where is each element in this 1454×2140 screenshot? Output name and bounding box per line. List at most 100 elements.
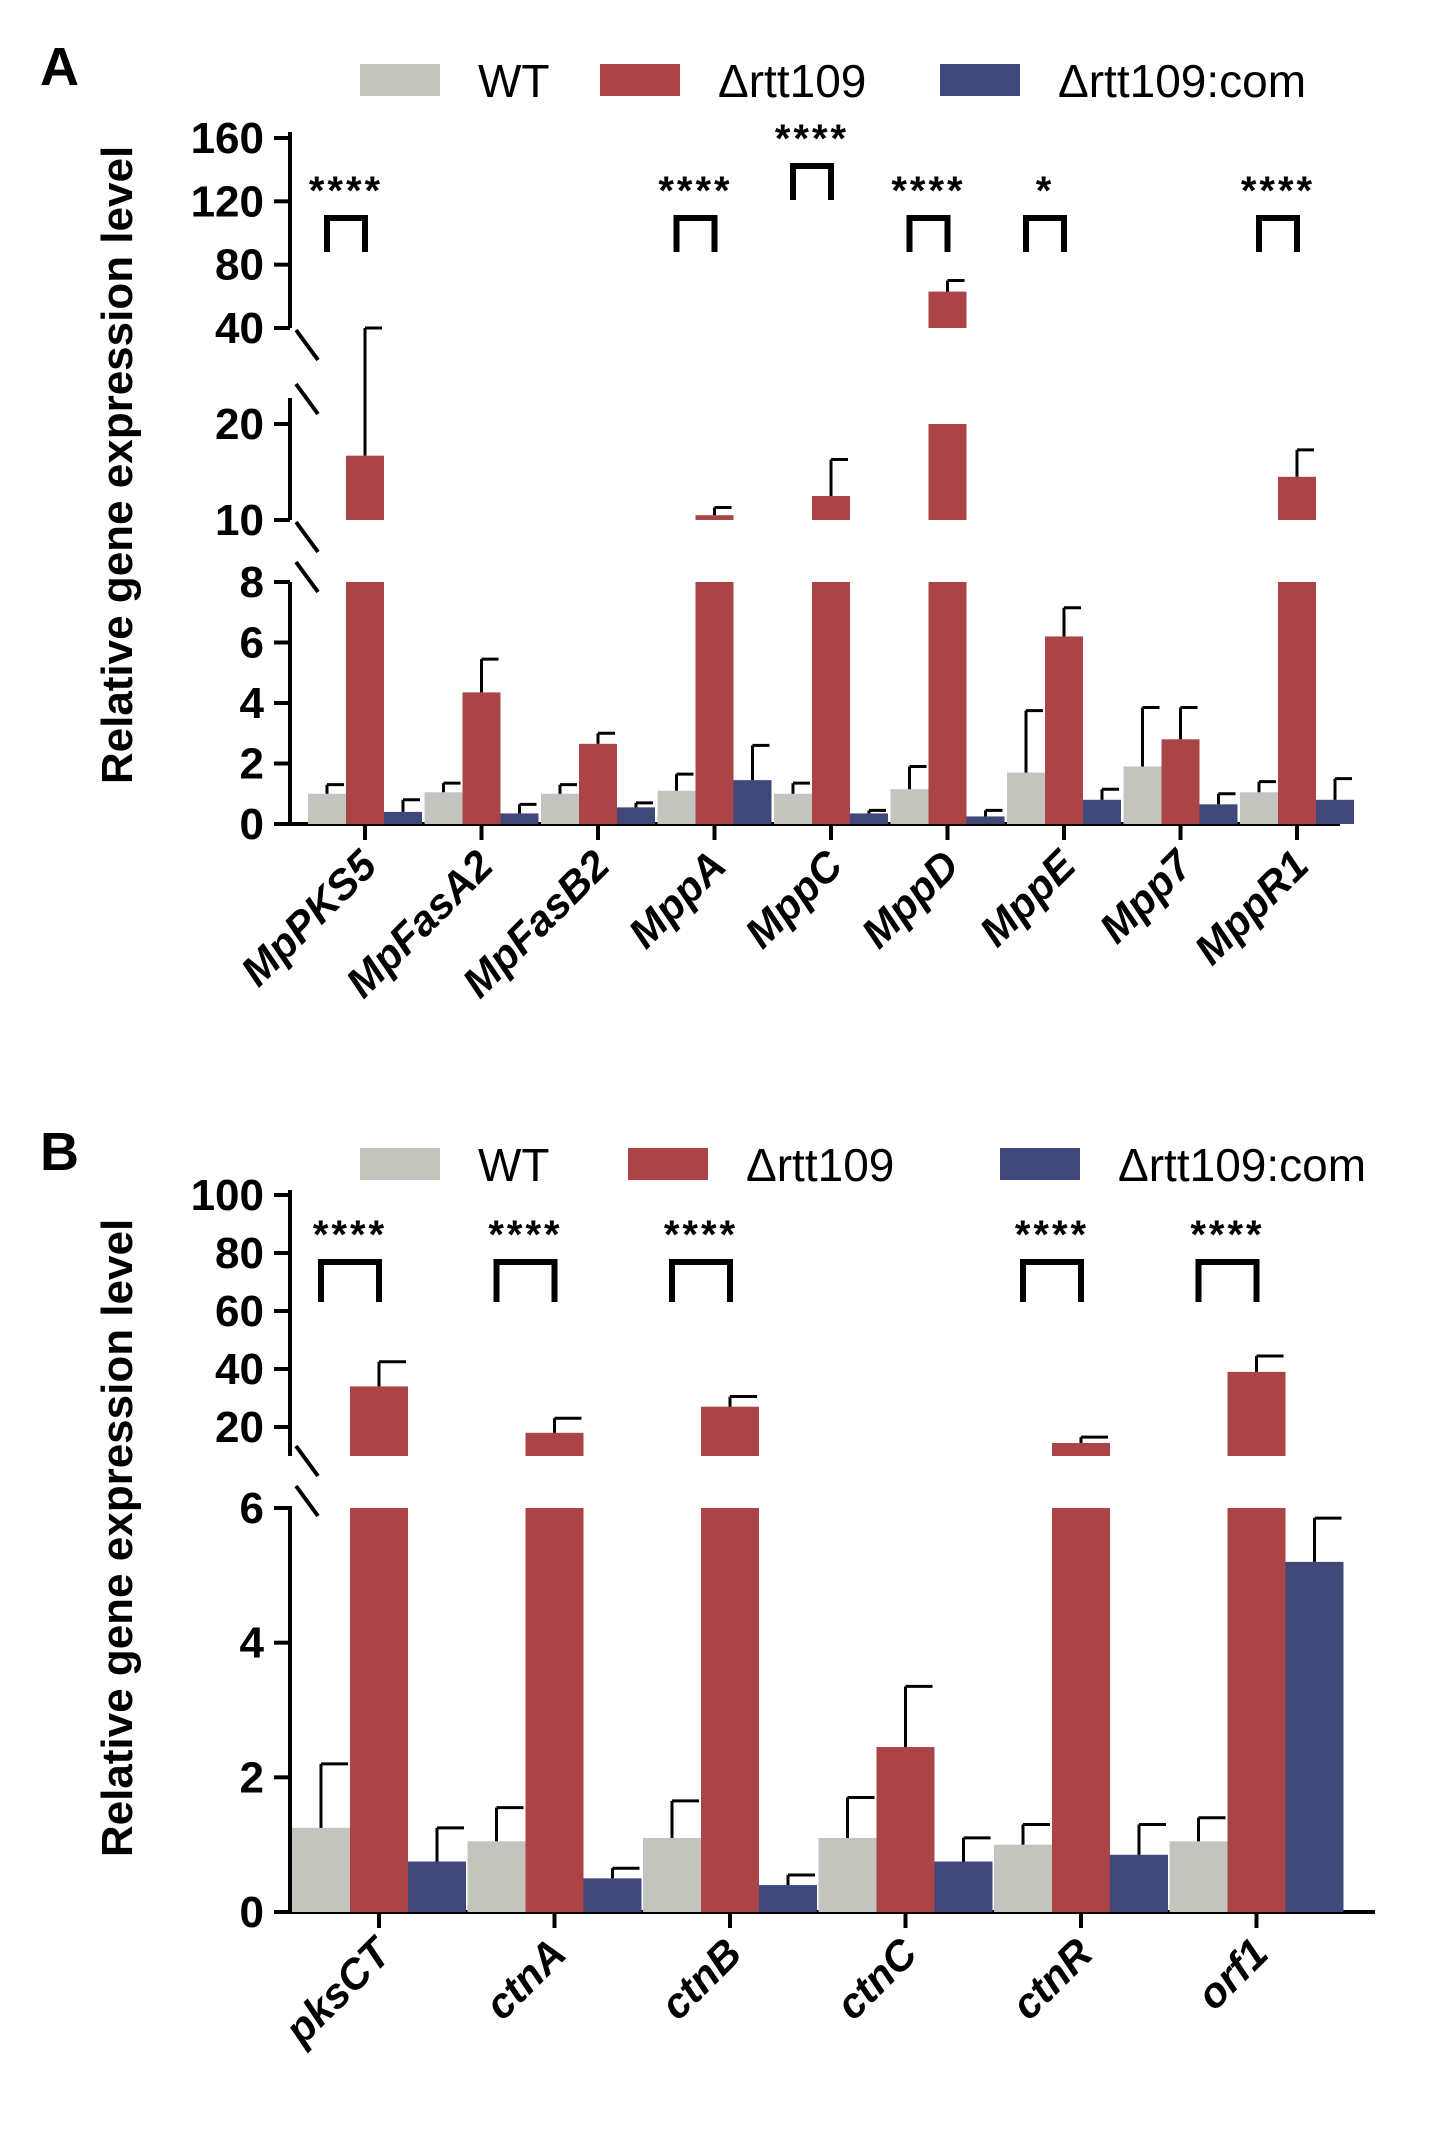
bar [966,816,1005,824]
bar [1161,739,1200,824]
bar [928,291,967,328]
bar [1316,799,1354,824]
bar [1240,792,1278,824]
significance-label: **** [313,1213,387,1257]
bar [701,1406,759,1456]
y-tick-label: 8 [240,558,264,607]
bar [500,813,539,824]
significance-bracket [493,1259,558,1302]
bar [346,455,384,520]
panel-letter-a: A [40,37,79,97]
x-tick-label: Mpp7 [1090,840,1202,952]
x-tick-label: MppE [970,840,1085,955]
panel-letter-b: B [40,1122,79,1182]
bar [1199,804,1238,824]
legend-b: WT Δrtt109 Δrtt109:com [360,1139,1366,1191]
significance-bracket [669,1259,733,1302]
y-tick-label: 20 [215,400,264,449]
y-tick-label: 60 [215,1287,264,1336]
significance-bracket [906,215,951,252]
y-ticks-b: 0 2 4 6 20 40 60 80 100 [191,1171,290,1937]
significance-label: * [1036,169,1055,213]
bar [1123,766,1162,824]
bar [1045,636,1083,824]
legend-swatch-mutant [600,64,680,96]
significance-bracket [1256,215,1300,252]
bar [583,1878,642,1912]
y-tick-label: 80 [215,1229,264,1278]
y-tick-label: 40 [215,1345,264,1394]
bar [1052,1508,1110,1912]
bar [928,582,967,824]
legend-swatch-wt [360,64,440,96]
legend-swatch-complemented [1000,1148,1080,1180]
y-tick-label: 20 [215,1403,264,1452]
y-tick-label: 0 [240,1888,264,1937]
bar [1007,772,1045,824]
legend-label-wt: WT [478,55,550,107]
bar [1278,582,1316,824]
significance-bracket [1023,215,1067,252]
y-tick-label: 6 [240,619,264,668]
bar [695,582,734,824]
bar [695,515,734,520]
bar [525,1508,584,1912]
bar [701,1508,759,1912]
significance-label: **** [891,169,965,213]
significance-label: **** [775,117,849,161]
bar [1110,1854,1168,1912]
y-tick-label: 6 [240,1484,264,1533]
bar [994,1844,1052,1912]
x-tick-label: MppD [852,841,968,957]
bar [579,743,617,824]
bar [350,1508,408,1912]
bar [1169,1841,1228,1912]
significance-label: **** [309,169,383,213]
y-tick-label: 100 [191,1171,264,1220]
error-bars-b [319,1354,1342,1886]
significance-bracket [673,215,718,252]
bar [424,792,463,824]
legend-label-mutant: Δrtt109 [718,55,866,107]
bar [934,1861,993,1912]
bar [1052,1442,1110,1456]
significance-label: **** [664,1213,738,1257]
significance-bracket [324,215,368,252]
significance-a: **** ************ * **** [309,117,1315,252]
bar [1227,1371,1286,1456]
bar [876,1747,935,1912]
significance-label: **** [1190,1213,1264,1257]
bar [408,1861,466,1912]
bar [818,1837,877,1912]
bar [1227,1508,1286,1912]
significance-label: **** [488,1213,562,1257]
bar [346,582,384,824]
legend-label-mutant: Δrtt109 [746,1139,894,1191]
panel-a: A WT Δrtt109 Δrtt109:com Relative gene e… [40,37,1354,1006]
x-tick-label: ctnB [651,1929,750,2028]
significance-bracket [1020,1259,1084,1302]
bar [759,1885,817,1912]
significance-b: **** **** **** **** **** [313,1213,1264,1302]
x-tick-label: MppR1 [1185,841,1317,973]
y-axis-b [288,1190,1375,1914]
y-tick-label: 2 [240,740,264,789]
bar [292,1827,350,1912]
bar [1285,1561,1344,1912]
bar [643,1837,701,1912]
y-tick-label: 10 [215,496,264,545]
y-ticks-a: 0 2 4 6 8 10 20 40 80 120 160 [191,114,290,849]
legend-swatch-complemented [940,64,1020,96]
bar [657,790,696,824]
significance-label: **** [1241,169,1315,213]
error-bars-a [325,279,1352,817]
significance-bracket [1195,1259,1260,1302]
y-axis-label-a: Relative gene expression level [93,146,142,784]
x-tick-label: MppC [736,841,852,957]
y-tick-label: 120 [191,177,264,226]
legend-swatch-mutant [628,1148,708,1180]
x-tick-label: pksCT [275,1927,402,2054]
bar [733,780,772,824]
